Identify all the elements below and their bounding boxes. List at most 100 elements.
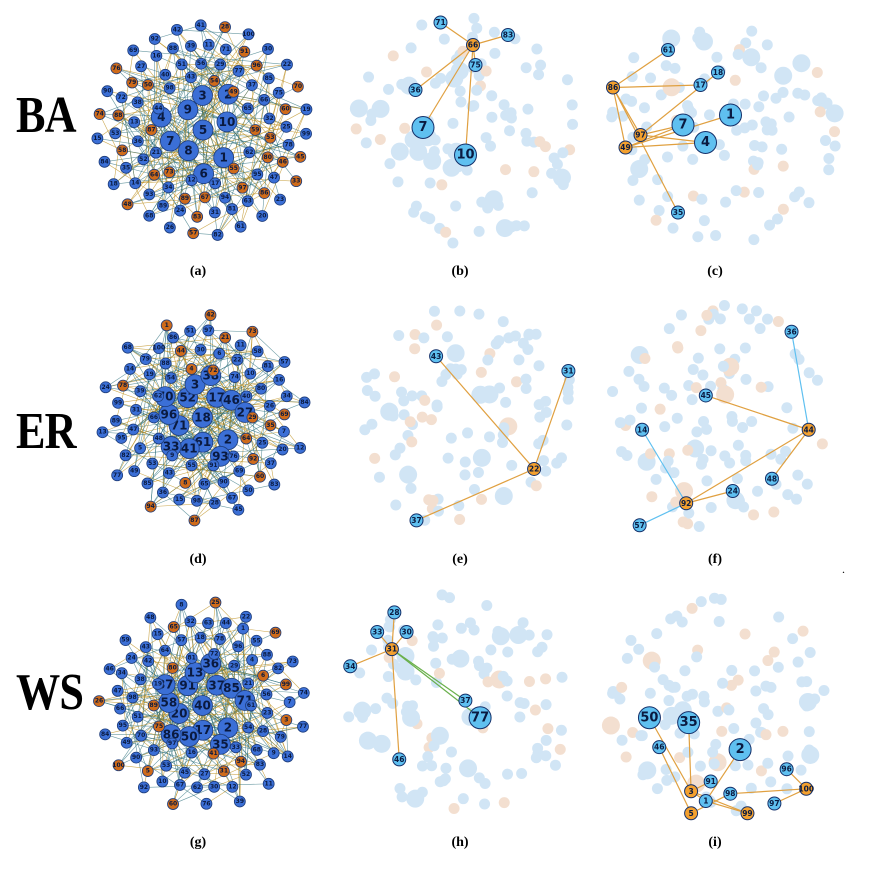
highlight-edge bbox=[612, 87, 679, 213]
faded-node bbox=[489, 47, 501, 59]
network-panel-a: 5168749321059625517127321874498435449658… bbox=[91, 19, 313, 241]
node-label: 95 bbox=[119, 722, 127, 729]
node-label: 59 bbox=[121, 637, 129, 644]
highlight-edge bbox=[422, 44, 474, 128]
faded-node bbox=[454, 513, 466, 525]
faded-node bbox=[750, 717, 762, 729]
network-node: 77 bbox=[111, 469, 124, 482]
network-node: 39 bbox=[233, 795, 246, 808]
node-label: 23 bbox=[276, 196, 284, 203]
faded-node bbox=[520, 373, 532, 385]
faded-node bbox=[687, 153, 699, 165]
node-label: 48 bbox=[155, 435, 163, 442]
faded-node bbox=[823, 152, 835, 164]
faded-node bbox=[536, 641, 548, 653]
network-node: 90 bbox=[130, 751, 143, 764]
network-node: 29 bbox=[228, 659, 241, 672]
faded-node bbox=[683, 507, 695, 519]
network-node: 1 bbox=[160, 319, 173, 332]
node-label: 1 bbox=[165, 322, 169, 329]
faded-node bbox=[491, 627, 510, 646]
faded-node bbox=[370, 703, 382, 715]
faded-node bbox=[459, 456, 471, 468]
network-node: 62 bbox=[243, 146, 256, 159]
node-label: 26 bbox=[166, 224, 174, 231]
node-label: 89 bbox=[159, 202, 167, 209]
network-node: 87 bbox=[145, 124, 158, 136]
faded-node bbox=[498, 797, 510, 809]
faded-node bbox=[781, 402, 793, 414]
network-edge bbox=[162, 492, 195, 521]
node-label: 84 bbox=[101, 731, 109, 738]
network-node: 27 bbox=[135, 60, 148, 73]
node-label: 78 bbox=[216, 636, 224, 643]
node-label: 19 bbox=[145, 371, 153, 378]
network-node: 86 bbox=[258, 187, 271, 200]
network-edge bbox=[145, 646, 233, 788]
faded-node bbox=[468, 12, 480, 24]
node-label: 31 bbox=[132, 406, 140, 413]
node-label: 10 bbox=[158, 778, 166, 785]
highlight-edge bbox=[790, 331, 810, 430]
node-label: 100 bbox=[153, 345, 166, 352]
node-label: 15 bbox=[93, 135, 101, 142]
highlight-node: 24 bbox=[725, 484, 740, 498]
network-node: 21 bbox=[150, 146, 162, 159]
node-label: 29 bbox=[230, 662, 238, 669]
highlight-edge bbox=[641, 429, 687, 504]
network-edge bbox=[97, 138, 224, 158]
node-label: 37 bbox=[460, 696, 470, 705]
network-node: 82 bbox=[119, 449, 132, 462]
node-label: 4 bbox=[701, 135, 710, 150]
network-edge bbox=[116, 395, 159, 476]
network-node: 29 bbox=[214, 58, 227, 71]
faded-background bbox=[343, 589, 568, 814]
faded-node bbox=[729, 760, 741, 772]
faded-node bbox=[687, 363, 699, 375]
node-label: 40 bbox=[242, 393, 250, 400]
faded-node bbox=[718, 149, 730, 161]
node-label: 90 bbox=[103, 88, 111, 95]
network-node: 91 bbox=[238, 45, 251, 58]
highlight-node: 50 bbox=[637, 706, 661, 730]
node-label: 20 bbox=[258, 212, 266, 219]
faded-node bbox=[409, 142, 428, 161]
faded-node bbox=[777, 203, 789, 215]
network-node: 88 bbox=[159, 357, 172, 370]
network-node: 80 bbox=[261, 151, 274, 164]
network-node: 3 bbox=[280, 714, 293, 726]
node-label: 57 bbox=[634, 521, 644, 530]
highlight-node: 18 bbox=[711, 65, 725, 80]
faded-node bbox=[677, 140, 689, 152]
node-label: 16 bbox=[275, 376, 283, 383]
faded-node bbox=[731, 124, 743, 136]
node-label: 83 bbox=[256, 761, 264, 768]
node-label: 88 bbox=[263, 651, 271, 658]
node-label: 100 bbox=[242, 31, 255, 38]
faded-node bbox=[758, 90, 770, 102]
node-label: 33 bbox=[232, 744, 240, 751]
faded-node bbox=[440, 762, 452, 774]
node-label: 73 bbox=[248, 328, 256, 335]
faded-node bbox=[718, 299, 730, 311]
faded-node bbox=[816, 438, 828, 450]
network-node: 7 bbox=[159, 130, 181, 152]
faded-node bbox=[445, 432, 457, 444]
faded-node bbox=[750, 305, 762, 317]
node-label: 36 bbox=[786, 327, 796, 336]
node-label: 98 bbox=[165, 85, 173, 92]
network-node: 69 bbox=[269, 626, 282, 639]
node-label: 79 bbox=[277, 733, 285, 740]
network-node: 100 bbox=[153, 342, 166, 355]
row-label-ba: BA bbox=[16, 87, 77, 144]
faded-node bbox=[711, 51, 723, 63]
faded-node bbox=[645, 72, 657, 84]
node-label: 46 bbox=[223, 393, 240, 407]
highlight-edge bbox=[612, 49, 669, 88]
network-edge bbox=[141, 65, 229, 95]
network-node: 17 bbox=[206, 386, 228, 408]
node-label: 54 bbox=[244, 724, 252, 731]
node-label: 4 bbox=[250, 656, 254, 663]
network-node: 79 bbox=[139, 353, 152, 366]
highlight-node: 1 bbox=[719, 103, 742, 127]
